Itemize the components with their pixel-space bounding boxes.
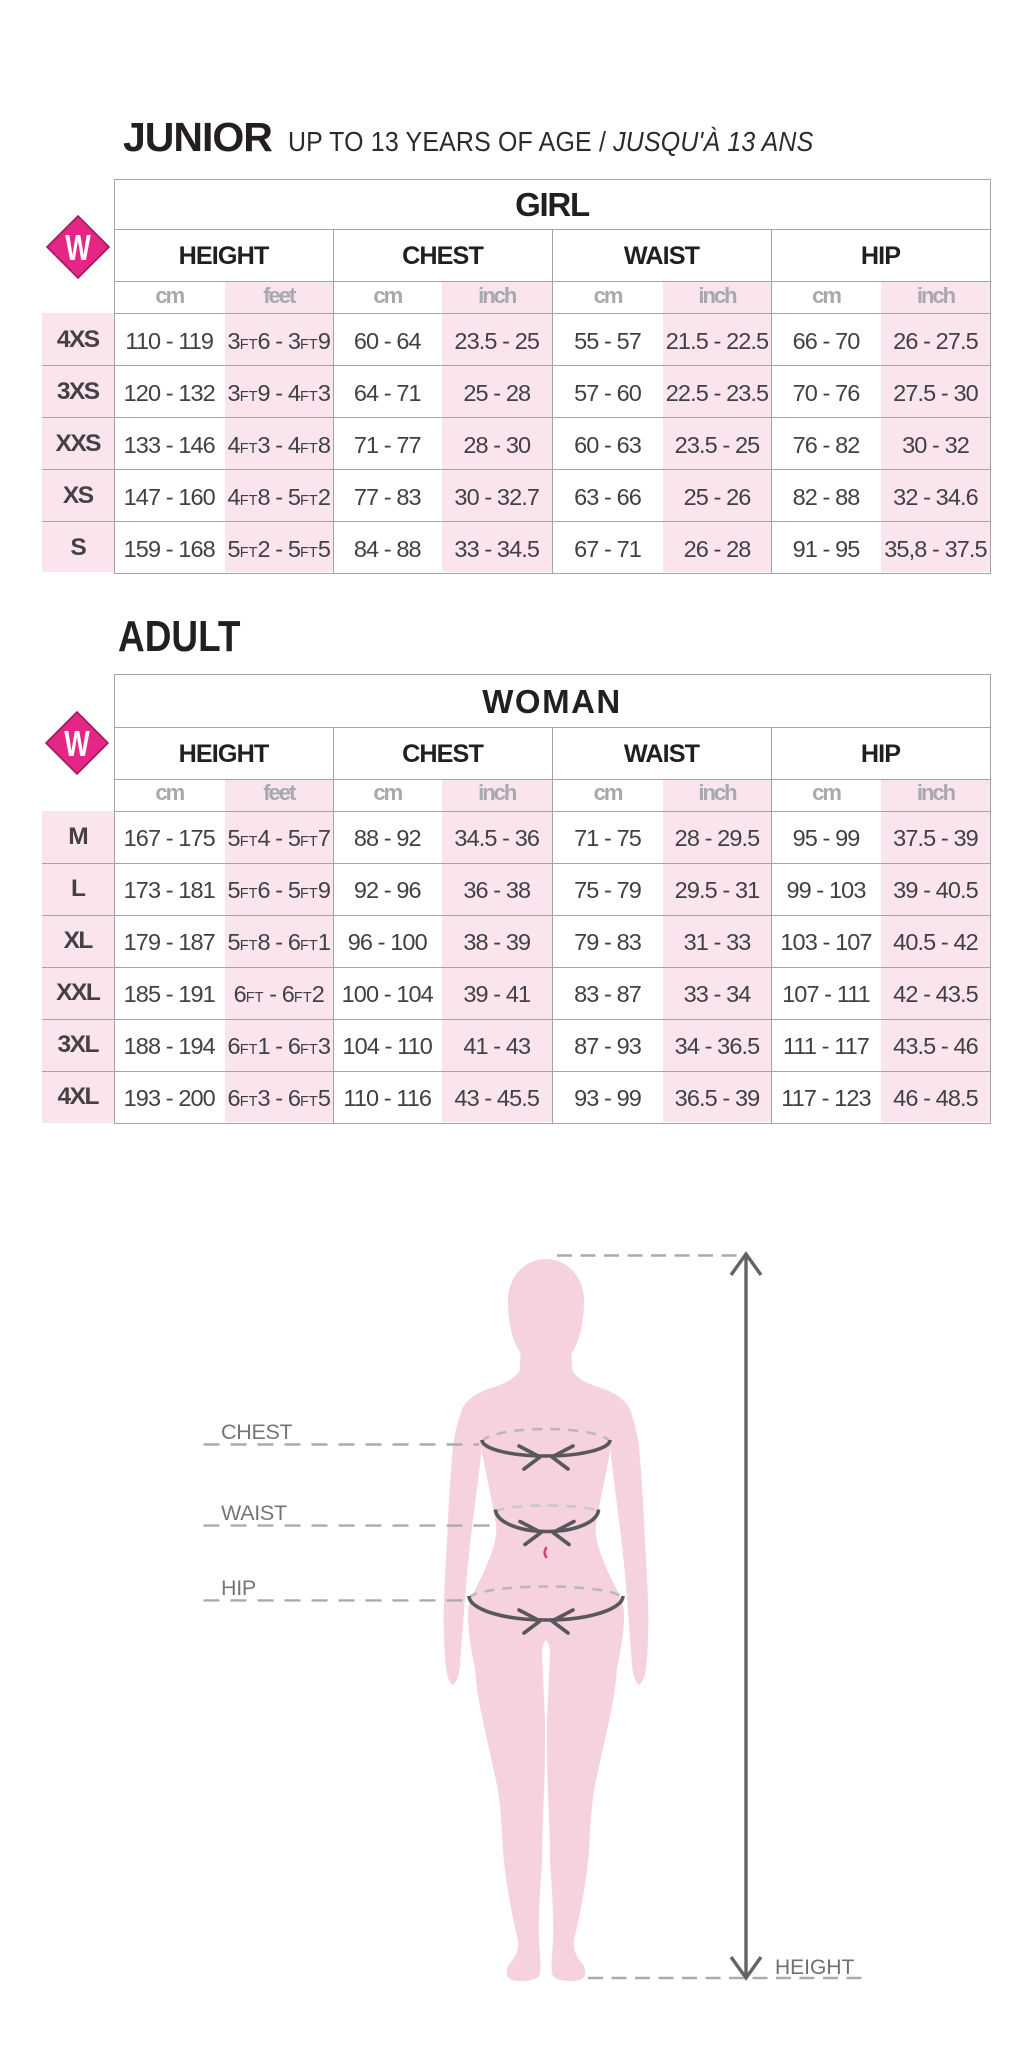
svg-text:W: W: [64, 723, 89, 764]
svg-text:W: W: [65, 227, 90, 268]
